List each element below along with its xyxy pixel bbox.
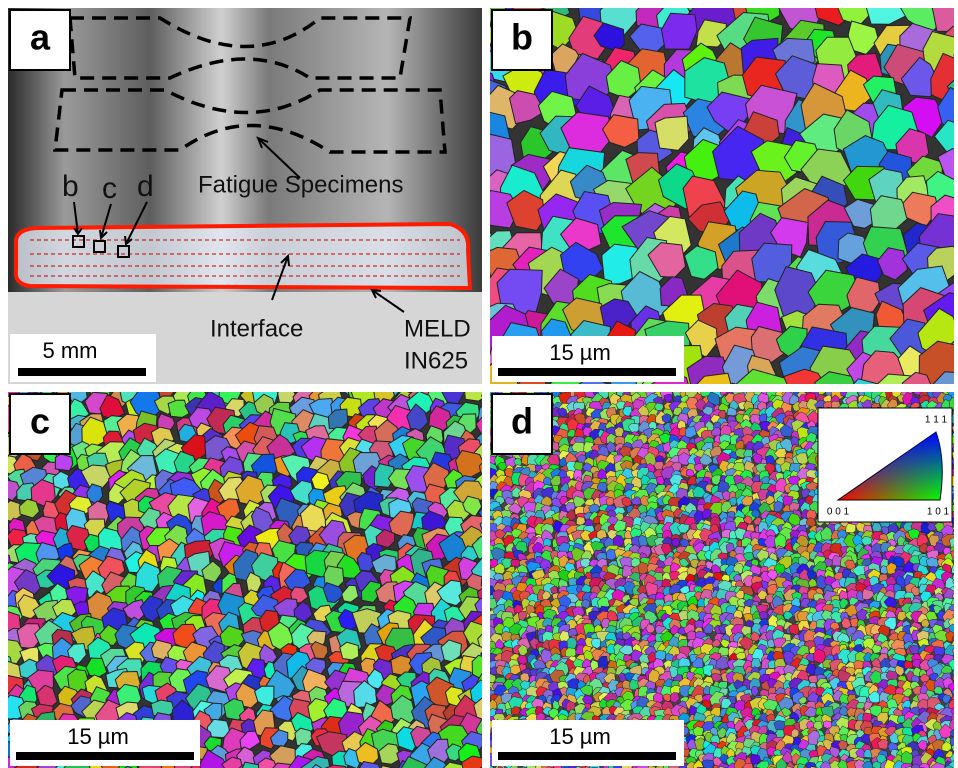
scale-label: 15 µm (67, 724, 129, 749)
grain (946, 383, 956, 393)
grain (712, 0, 757, 1)
grain (449, 0, 494, 3)
grain (0, 398, 5, 420)
grain (626, 0, 662, 9)
ipf-label: 1 0 1 (927, 507, 950, 518)
grain (0, 760, 8, 768)
grain (873, 761, 882, 768)
grain (789, 624, 799, 635)
specimen-label: c (102, 172, 117, 205)
ipf-label: 1 1 1 (925, 415, 948, 426)
grain (0, 570, 1, 591)
grain (0, 486, 7, 513)
grain (950, 730, 958, 737)
scale-bar (498, 752, 676, 760)
grain (0, 520, 5, 540)
grain (0, 586, 7, 616)
interface-label: Interface (210, 315, 303, 342)
grain (939, 0, 958, 1)
panel-label: d (511, 401, 533, 442)
grain (340, 642, 359, 660)
grain (482, 620, 492, 630)
grain (0, 743, 8, 763)
panel-a: b c d Fatigue Specimens Interface MELD I… (8, 8, 482, 384)
grain (578, 0, 607, 8)
grain (55, 454, 72, 471)
scale-label: 5 mm (43, 338, 98, 363)
grain (0, 611, 9, 635)
grain (511, 559, 521, 567)
panel-label: c (30, 401, 50, 442)
scale-label: 15 µm (549, 340, 611, 365)
figure: b c d Fatigue Specimens Interface MELD I… (0, 0, 958, 768)
grain (954, 562, 958, 569)
grain (696, 383, 707, 393)
grain (606, 0, 646, 7)
panel-label: a (30, 17, 51, 58)
grain (490, 0, 524, 9)
grain (538, 0, 575, 4)
grain (0, 474, 8, 494)
meld-region (16, 224, 470, 288)
ipf-legend: 1 1 1 0 0 1 1 0 1 (818, 408, 952, 522)
grain (480, 524, 491, 536)
scale-label: 15 µm (549, 724, 611, 749)
grain (0, 597, 9, 621)
grain (0, 640, 9, 666)
grain (0, 431, 9, 451)
grain (837, 0, 880, 3)
grain (954, 296, 958, 328)
grain (954, 462, 958, 471)
grain (481, 739, 491, 751)
grain (954, 41, 958, 86)
grain (0, 386, 5, 407)
scale-bar (498, 368, 676, 376)
material-label: MELD (404, 315, 471, 342)
grain (481, 682, 491, 691)
grain (954, 400, 958, 447)
grain (0, 526, 8, 557)
grain (846, 523, 856, 533)
grain (0, 715, 7, 733)
grain (0, 676, 9, 697)
grain (0, 412, 4, 442)
grain (0, 732, 6, 752)
grain (465, 383, 486, 402)
grain (955, 398, 958, 408)
ipf-label: 0 0 1 (827, 507, 850, 518)
scale-bar (18, 368, 146, 376)
specimen-label: b (62, 170, 79, 203)
panel-label: b (511, 17, 533, 58)
specimen-label: d (137, 170, 154, 203)
grain (0, 442, 3, 460)
page: {"panel_a": {"label": "a", "specimen_lab… (0, 0, 958, 768)
grain (482, 703, 492, 713)
scale-bar (16, 752, 194, 760)
fatigue-label: Fatigue Specimens (198, 171, 403, 198)
material-label: IN625 (404, 347, 468, 374)
grain (702, 760, 714, 768)
grain (481, 716, 490, 724)
